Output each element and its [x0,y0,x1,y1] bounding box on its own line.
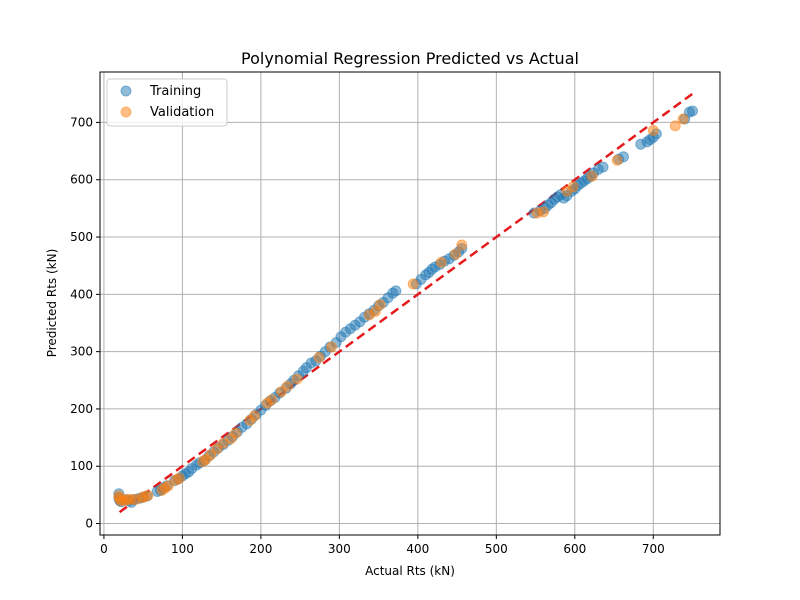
y-axis-ticks: 0 100 200 300 400 500 600 700 [70,115,100,531]
data-point [647,124,659,136]
data-point [390,285,402,297]
data-points [113,105,699,508]
data-point [142,489,154,501]
y-tick-label: 600 [70,173,93,187]
chart-title: Polynomial Regression Predicted vs Actua… [241,49,579,68]
data-point [611,154,623,166]
plot-frame [99,71,721,536]
data-point [586,170,598,182]
data-point [450,248,462,260]
data-point [537,206,549,218]
data-point [266,394,278,406]
grid-lines [100,72,720,535]
data-point [407,278,419,290]
y-axis-label: Predicted Rts (kN) [45,249,59,358]
data-point [282,380,294,392]
legend-marker-validation [120,106,132,118]
x-tick-label: 400 [406,542,429,556]
data-point [173,472,185,484]
data-point [567,181,579,193]
data-point [669,120,681,132]
x-tick-label: 500 [485,542,508,556]
x-tick-label: 0 [100,542,108,556]
data-point [313,351,325,363]
legend-label-training: Training [149,84,201,99]
reference-line-group [118,91,695,514]
legend: Training Validation [106,78,228,127]
data-point [249,410,261,422]
series-validation [113,113,689,507]
legend-box [106,78,228,127]
x-tick-label: 100 [171,542,194,556]
x-tick-label: 600 [563,542,586,556]
data-point [677,113,689,125]
y-tick-label: 300 [70,345,93,359]
data-point [162,480,174,492]
legend-label-validation: Validation [150,105,214,120]
y-tick-label: 200 [70,402,93,416]
y-tick-label: 500 [70,230,93,244]
data-point [326,341,338,353]
legend-marker-training [120,85,132,97]
data-point [230,427,242,439]
data-point [687,105,699,117]
x-axis-label: Actual Rts (kN) [365,564,455,578]
data-point [435,256,447,268]
x-axis-ticks: 0 100 200 300 400 500 600 700 [100,535,665,556]
data-point [374,299,386,311]
data-point [291,373,303,385]
data-point [597,161,609,173]
y-tick-label: 100 [70,459,93,473]
x-tick-label: 300 [328,542,351,556]
x-tick-label: 200 [249,542,272,556]
y-tick-label: 700 [70,115,93,129]
data-point [456,239,468,251]
reference-line [118,91,695,514]
y-tick-label: 400 [70,287,93,301]
x-tick-label: 700 [642,542,665,556]
y-tick-label: 0 [85,517,93,531]
